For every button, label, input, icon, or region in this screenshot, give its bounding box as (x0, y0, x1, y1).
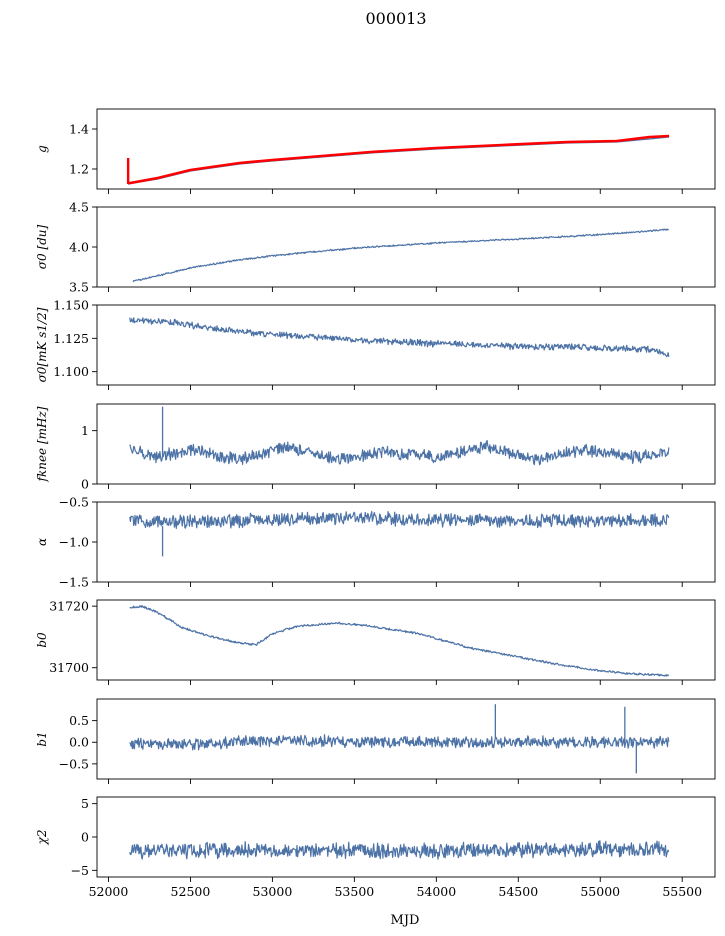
series-line-b0 (129, 605, 670, 677)
axes-frame (96, 304, 716, 386)
axes-frame (96, 108, 716, 190)
panel-4: 0 1 fknee [mHz] (35, 403, 716, 492)
figure-title: 000013 (365, 9, 426, 28)
x-tick-label: 54000 (416, 884, 456, 899)
x-tick-label: 55500 (662, 884, 702, 899)
y-tick-label: 1.4 (69, 122, 89, 137)
y-axis-label: b0 (35, 632, 49, 648)
y-axis-label: χ2 (35, 830, 49, 846)
panel-6: 31700 31720 b0 (35, 599, 716, 685)
panel-1: 1.2 1.4 g (35, 108, 716, 194)
y-tick-label: 4.0 (69, 240, 89, 255)
panels-group: 1.2 1.4 g 3.5 4.0 4.5 σ0 [du] 1.100 1.125 1.150 σ0… (35, 108, 716, 899)
x-tick-label: 52500 (171, 884, 211, 899)
x-tick-label: 54500 (498, 884, 538, 899)
y-tick-label: 3.5 (69, 280, 89, 295)
series-line-b1 (129, 734, 670, 751)
axes-frame (96, 501, 716, 583)
x-tick-label: 53000 (253, 884, 293, 899)
panel-8: −5 0 5 52000 52500 53000 53500 54000 54500 55000 5… (35, 796, 716, 899)
x-axis-label: MJD (391, 913, 420, 928)
y-tick-label: −0.5 (59, 495, 89, 510)
y-tick-label: 1.2 (69, 162, 89, 177)
x-tick-label: 55000 (580, 884, 620, 899)
y-axis-label: fknee [mHz] (35, 406, 49, 482)
panel-7: −0.5 0.0 0.5 b1 (35, 698, 716, 784)
axes-frame (96, 599, 716, 681)
y-tick-label: 4.5 (69, 200, 89, 215)
y-tick-label: 1.125 (53, 331, 89, 346)
y-tick-label: −1.5 (59, 575, 89, 590)
series-line-sigma0_mK (129, 317, 670, 358)
y-tick-label: −5 (71, 863, 89, 878)
axes-frame (96, 403, 716, 485)
y-tick-label: −0.5 (59, 756, 89, 771)
y-axis-label: α (35, 538, 49, 546)
y-axis-label: g (35, 145, 49, 153)
series-line-chi2 (129, 840, 670, 860)
series-line-g_red (127, 134, 670, 185)
axes-frame (96, 796, 716, 878)
y-axis-label: b1 (35, 731, 49, 746)
x-tick-label: 53500 (334, 884, 374, 899)
axes-frame (96, 206, 716, 288)
series-line-fknee (129, 440, 670, 466)
y-tick-label: 0 (81, 477, 89, 492)
y-axis-label: σ0[mK s1/2] (35, 307, 49, 382)
y-tick-label: 1.150 (53, 298, 89, 313)
series-line-alpha (129, 511, 670, 530)
panel-3: 1.100 1.125 1.150 σ0[mK s1/2] (35, 298, 716, 390)
y-tick-label: 31720 (49, 599, 89, 614)
y-tick-label: 1 (81, 423, 89, 438)
y-tick-label: 0.0 (69, 735, 89, 750)
y-tick-label: −1.0 (59, 535, 89, 550)
y-tick-label: 31700 (49, 660, 89, 675)
series-line-sigma0_du (132, 228, 669, 283)
panel-5: −1.5 −1.0 −0.5 α (35, 495, 716, 590)
x-tick-label: 52000 (89, 884, 129, 899)
axes-frame (96, 698, 716, 780)
panel-2: 3.5 4.0 4.5 σ0 [du] (35, 200, 716, 295)
y-tick-label: 0 (81, 830, 89, 845)
y-tick-label: 1.100 (53, 364, 89, 379)
y-axis-label: σ0 [du] (35, 224, 49, 269)
y-tick-label: 0.5 (69, 713, 89, 728)
y-tick-label: 5 (81, 796, 89, 811)
series-line-g (128, 136, 670, 185)
